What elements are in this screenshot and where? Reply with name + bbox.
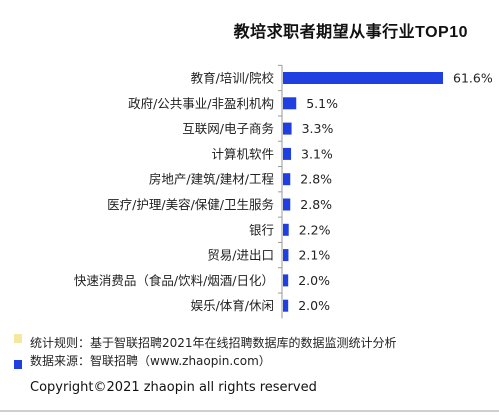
category-label: 政府/公共事业/非盈利机构 <box>128 96 274 111</box>
value-label: 2.0% <box>298 298 330 313</box>
bar <box>283 249 289 262</box>
value-label: 2.2% <box>299 222 331 237</box>
value-label: 2.8% <box>300 197 332 212</box>
category-label: 教育/培训/院校 <box>191 71 275 86</box>
value-label: 2.8% <box>300 172 332 187</box>
bar <box>283 274 289 287</box>
bar <box>283 147 292 160</box>
category-label: 娱乐/体育/休闲 <box>191 298 274 313</box>
value-label: 5.1% <box>306 96 338 111</box>
legend-rule-row: 统计规则：基于智联招聘2021年在线招聘数据库的数据监测统计分析 <box>8 334 397 352</box>
value-label: 3.1% <box>301 146 333 161</box>
bar <box>283 72 443 84</box>
category-label: 快速消费品（食品/饮料/烟酒/日化） <box>74 273 274 288</box>
legend-source-row: 数据来源：智联招聘（www.zhaopin.com） <box>8 352 397 370</box>
bar <box>283 122 292 135</box>
copyright-text: Copyright©2021 zhaopin all rights reserv… <box>30 380 317 395</box>
bar <box>283 223 289 236</box>
bottom-divider <box>0 410 499 412</box>
bar-chart: 教育/培训/院校 61.6% 政府/公共事业/非盈利机构 5.1% 互联网/电子商务 3.… <box>74 64 493 319</box>
legend: 统计规则：基于智联招聘2021年在线招聘数据库的数据监测统计分析 数据来源：智联… <box>8 334 397 370</box>
category-label: 房地产/建筑/建材/工程 <box>149 172 275 187</box>
value-label: 2.1% <box>298 248 330 263</box>
value-label: 2.0% <box>298 273 330 288</box>
category-label: 贸易/进出口 <box>207 248 274 263</box>
legend-rule-text: 统计规则：基于智联招聘2021年在线招聘数据库的数据监测统计分析 <box>30 336 397 350</box>
bar <box>283 97 297 110</box>
bar <box>283 173 291 186</box>
bar <box>283 198 291 211</box>
category-label: 计算机软件 <box>211 146 274 161</box>
chart-title: 教培求职者期望从事行业TOP10 <box>233 24 468 41</box>
category-label: 医疗/护理/美容/保健/卫生服务 <box>107 197 274 212</box>
legend-source-swatch <box>14 360 22 369</box>
legend-source-text: 数据来源：智联招聘（www.zhaopin.com） <box>30 354 271 368</box>
category-label: 互联网/电子商务 <box>182 121 274 136</box>
value-label: 61.6% <box>453 71 493 86</box>
value-label: 3.3% <box>302 121 334 136</box>
bar <box>283 299 289 312</box>
legend-rule-swatch <box>14 334 22 343</box>
category-label: 银行 <box>249 222 274 237</box>
